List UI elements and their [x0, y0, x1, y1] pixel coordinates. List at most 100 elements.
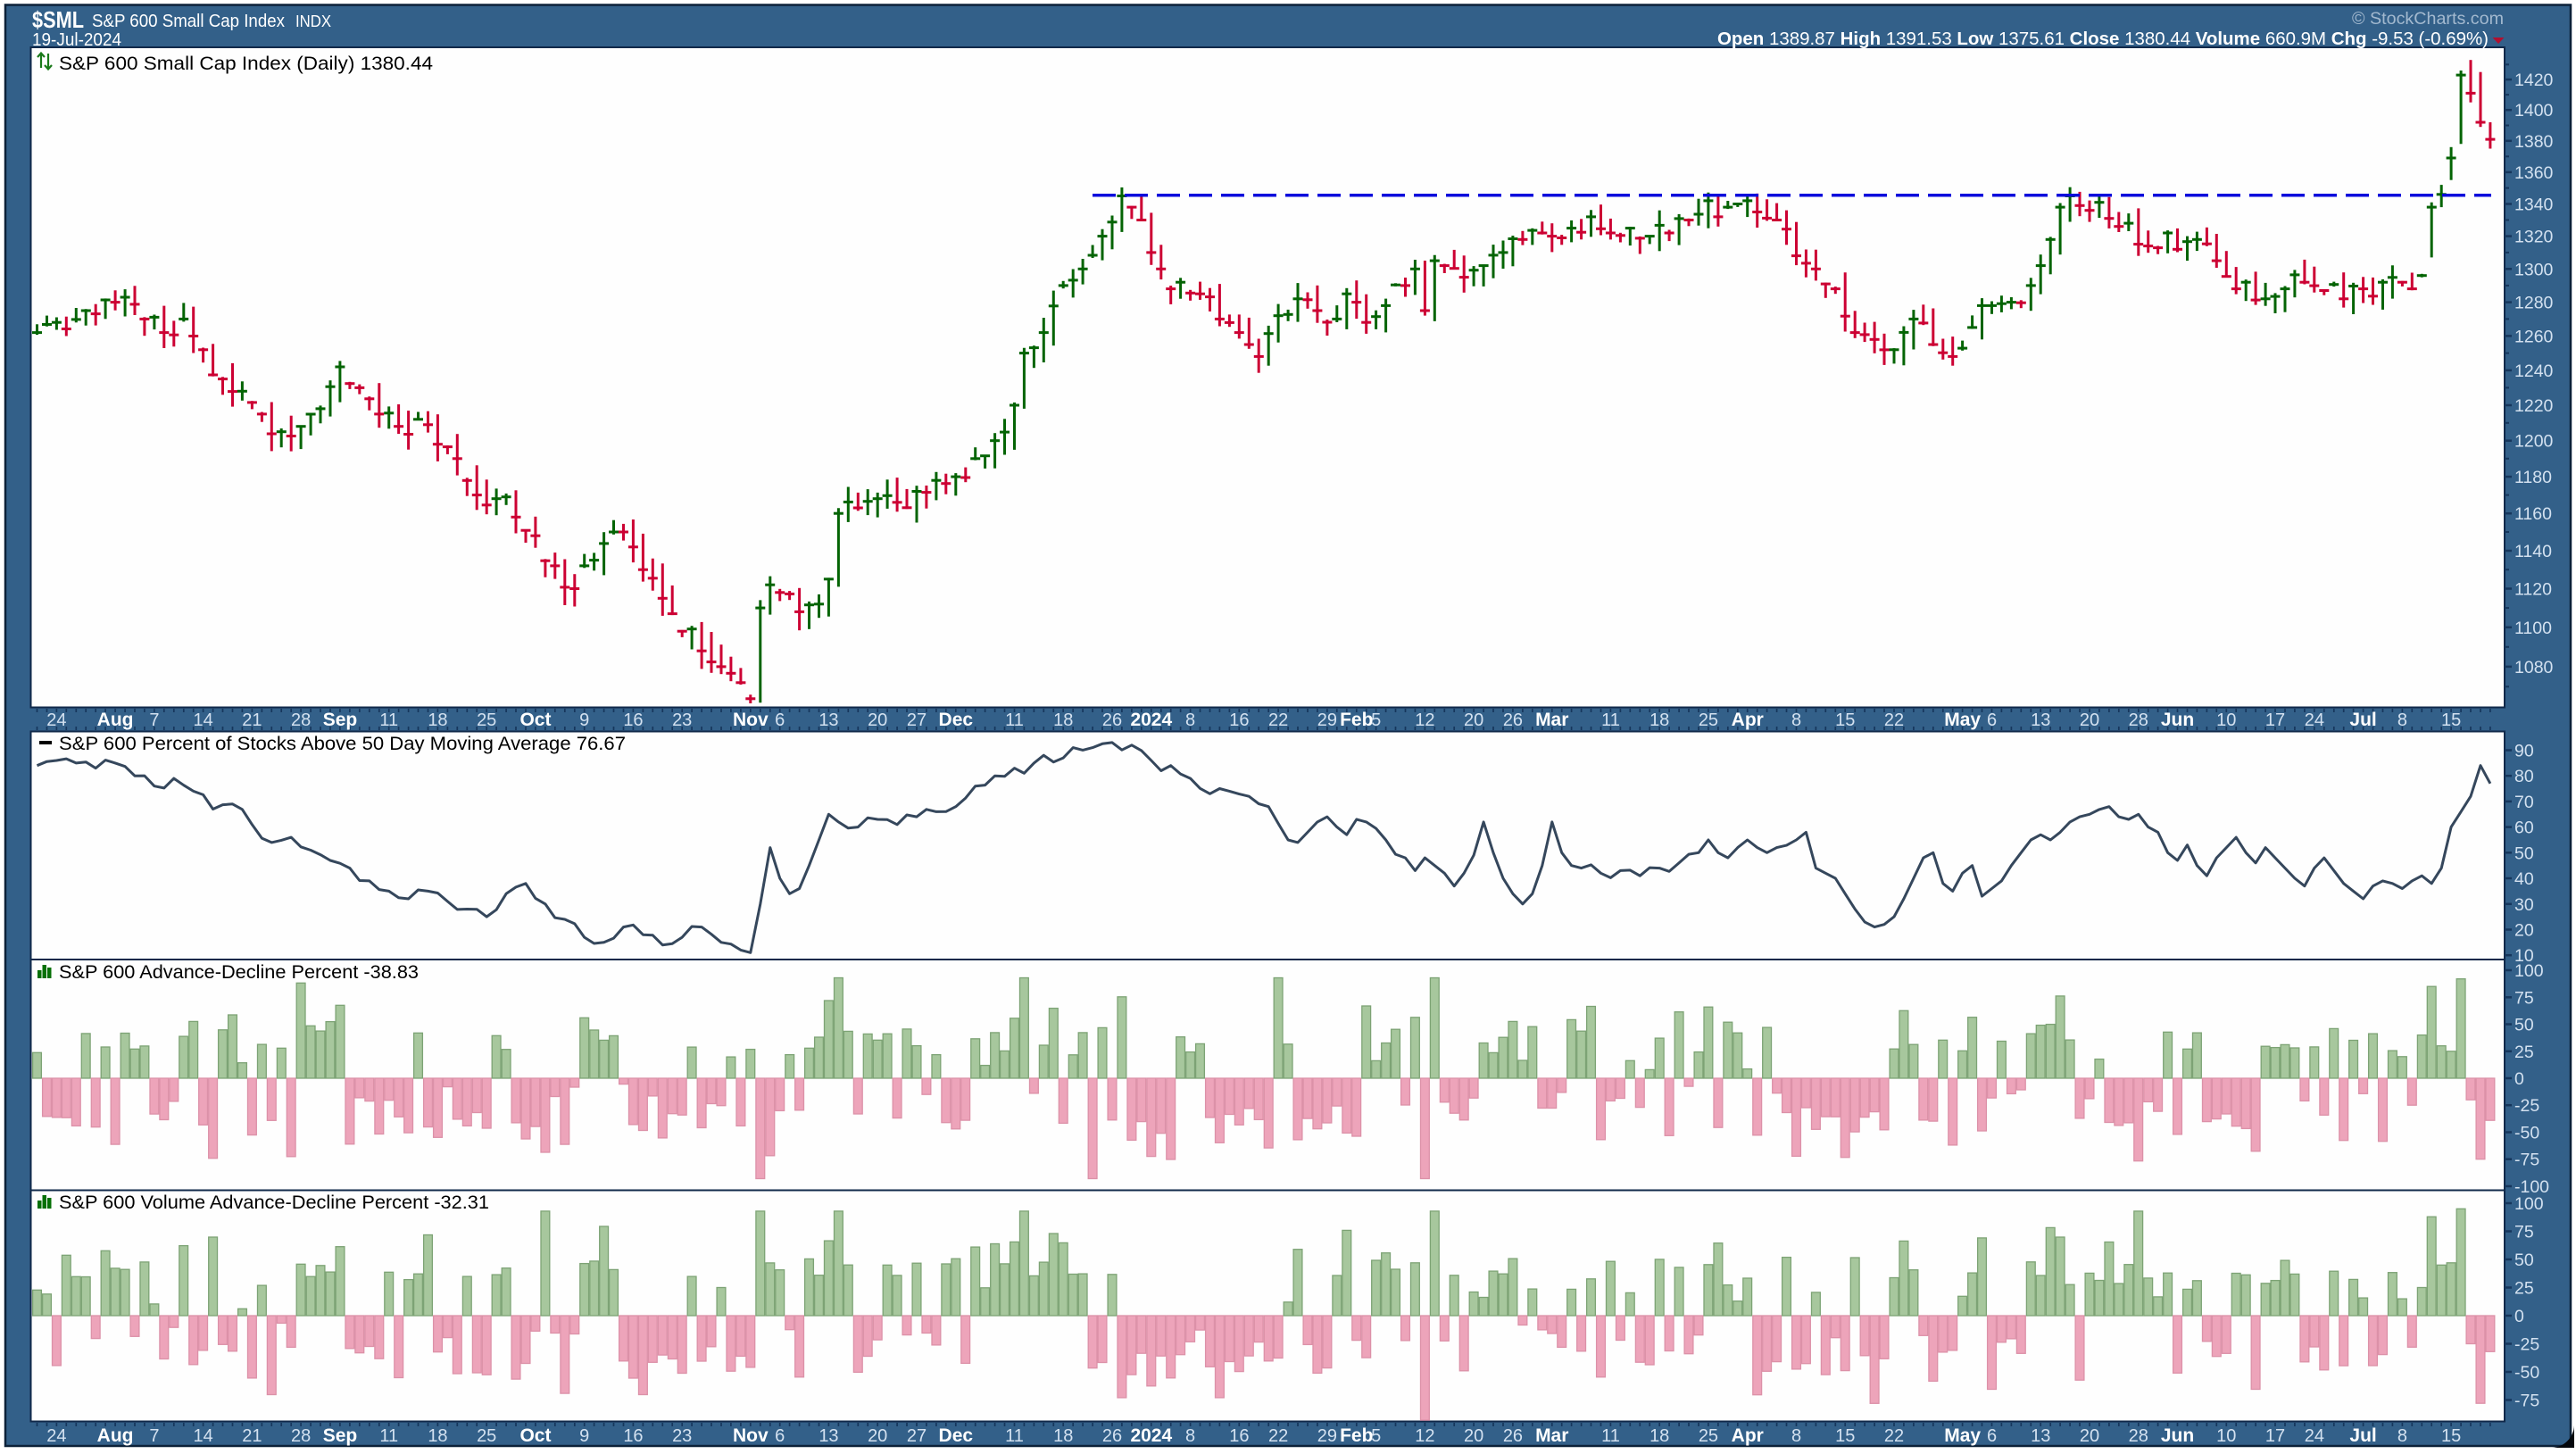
svg-text:50: 50 — [2514, 1250, 2534, 1270]
svg-text:28: 28 — [2129, 1426, 2148, 1446]
svg-text:27: 27 — [907, 710, 927, 730]
svg-text:1380: 1380 — [2514, 132, 2554, 152]
svg-text:$SML: $SML — [32, 6, 84, 33]
svg-text:21: 21 — [242, 710, 262, 730]
svg-text:8: 8 — [1791, 710, 1801, 730]
svg-text:12: 12 — [1415, 710, 1434, 730]
svg-text:5: 5 — [1371, 1426, 1381, 1446]
svg-text:28: 28 — [2129, 710, 2148, 730]
svg-text:24: 24 — [46, 710, 66, 730]
svg-text:25: 25 — [477, 1426, 496, 1446]
svg-text:May: May — [1944, 1425, 1981, 1446]
svg-text:30: 30 — [2514, 895, 2534, 915]
svg-text:Dec: Dec — [939, 710, 974, 730]
svg-text:18: 18 — [428, 710, 447, 730]
svg-text:23: 23 — [672, 710, 692, 730]
svg-text:15: 15 — [2441, 1426, 2461, 1446]
svg-text:28: 28 — [291, 710, 311, 730]
svg-text:S&P 600 Advance-Decline Percen: S&P 600 Advance-Decline Percent -38.83 — [59, 961, 419, 983]
svg-text:80: 80 — [2514, 767, 2534, 786]
svg-text:16: 16 — [1229, 710, 1249, 730]
svg-text:INDX: INDX — [295, 12, 331, 30]
svg-text:9: 9 — [579, 710, 589, 730]
svg-text:Jun: Jun — [2161, 710, 2194, 730]
svg-text:10: 10 — [2216, 1426, 2236, 1446]
svg-text:16: 16 — [623, 1426, 643, 1446]
svg-text:13: 13 — [819, 1426, 838, 1446]
svg-text:24: 24 — [2305, 710, 2324, 730]
svg-text:26: 26 — [1503, 1426, 1523, 1446]
svg-text:25: 25 — [2514, 1279, 2534, 1299]
svg-text:1340: 1340 — [2514, 195, 2554, 214]
svg-text:25: 25 — [1699, 1426, 1718, 1446]
svg-text:12: 12 — [1415, 1426, 1434, 1446]
svg-text:Mar: Mar — [1535, 710, 1568, 730]
svg-text:20: 20 — [868, 710, 887, 730]
svg-text:Sep: Sep — [323, 710, 358, 730]
svg-text:75: 75 — [2514, 1223, 2534, 1242]
svg-text:5: 5 — [1371, 710, 1381, 730]
svg-text:18: 18 — [1649, 710, 1669, 730]
svg-text:1120: 1120 — [2514, 580, 2552, 600]
svg-text:8: 8 — [2397, 1426, 2407, 1446]
svg-text:13: 13 — [2031, 1426, 2050, 1446]
svg-text:1240: 1240 — [2514, 361, 2554, 381]
svg-text:S&P 600 Volume Advance-Decline: S&P 600 Volume Advance-Decline Percent -… — [59, 1192, 489, 1213]
svg-text:17: 17 — [2265, 710, 2285, 730]
svg-text:1300: 1300 — [2514, 260, 2554, 279]
svg-text:© StockCharts.com: © StockCharts.com — [2352, 9, 2504, 29]
svg-text:11: 11 — [1005, 1426, 1024, 1446]
svg-text:11: 11 — [1005, 710, 1024, 730]
svg-text:Dec: Dec — [939, 1425, 974, 1446]
svg-text:Aug: Aug — [97, 710, 134, 730]
svg-text:70: 70 — [2514, 793, 2534, 812]
svg-text:75: 75 — [2514, 988, 2534, 1008]
svg-text:24: 24 — [46, 1426, 66, 1446]
svg-text:90: 90 — [2514, 742, 2534, 761]
svg-text:16: 16 — [623, 710, 643, 730]
svg-text:11: 11 — [1601, 710, 1620, 730]
svg-text:1220: 1220 — [2514, 396, 2554, 416]
svg-text:25: 25 — [477, 710, 496, 730]
svg-text:1360: 1360 — [2514, 163, 2554, 183]
svg-text:15: 15 — [1835, 710, 1855, 730]
svg-text:1420: 1420 — [2514, 71, 2554, 90]
svg-text:29: 29 — [1317, 1426, 1337, 1446]
svg-text:Nov: Nov — [733, 710, 769, 730]
svg-text:9: 9 — [579, 1426, 589, 1446]
svg-text:-25: -25 — [2514, 1096, 2539, 1116]
svg-text:22: 22 — [1268, 710, 1288, 730]
svg-text:20: 20 — [1464, 1426, 1483, 1446]
svg-text:1160: 1160 — [2514, 504, 2552, 524]
svg-text:2024: 2024 — [1130, 1425, 1172, 1446]
svg-text:22: 22 — [1884, 710, 1904, 730]
svg-text:15: 15 — [1835, 1426, 1855, 1446]
svg-text:26: 26 — [1102, 1426, 1122, 1446]
svg-text:10: 10 — [2216, 710, 2236, 730]
svg-text:2024: 2024 — [1130, 710, 1172, 730]
svg-text:14: 14 — [194, 1426, 213, 1446]
svg-text:18: 18 — [428, 1426, 447, 1446]
svg-text:60: 60 — [2514, 818, 2534, 838]
svg-text:Open 1389.87 High 1391.53 Low: Open 1389.87 High 1391.53 Low 1375.61 Cl… — [1717, 29, 2489, 49]
svg-text:18: 18 — [1053, 710, 1073, 730]
svg-text:28: 28 — [291, 1426, 311, 1446]
svg-text:21: 21 — [242, 1426, 262, 1446]
svg-text:26: 26 — [1503, 710, 1523, 730]
svg-text:Apr: Apr — [1732, 710, 1764, 730]
svg-text:1100: 1100 — [2514, 619, 2552, 638]
svg-text:1140: 1140 — [2514, 542, 2552, 561]
svg-text:100: 100 — [2514, 1194, 2544, 1214]
svg-text:22: 22 — [1268, 1426, 1288, 1446]
svg-text:19-Jul-2024: 19-Jul-2024 — [32, 30, 121, 50]
svg-text:Jul: Jul — [2349, 1425, 2376, 1446]
svg-text:40: 40 — [2514, 869, 2534, 889]
svg-text:13: 13 — [2031, 710, 2050, 730]
svg-text:20: 20 — [2514, 920, 2534, 940]
svg-text:S&P 600 Small Cap Index: S&P 600 Small Cap Index — [92, 12, 285, 31]
svg-text:Nov: Nov — [733, 1425, 769, 1446]
svg-text:8: 8 — [1185, 710, 1195, 730]
svg-text:7: 7 — [149, 1426, 159, 1446]
svg-text:13: 13 — [819, 710, 838, 730]
svg-text:1200: 1200 — [2514, 432, 2554, 452]
